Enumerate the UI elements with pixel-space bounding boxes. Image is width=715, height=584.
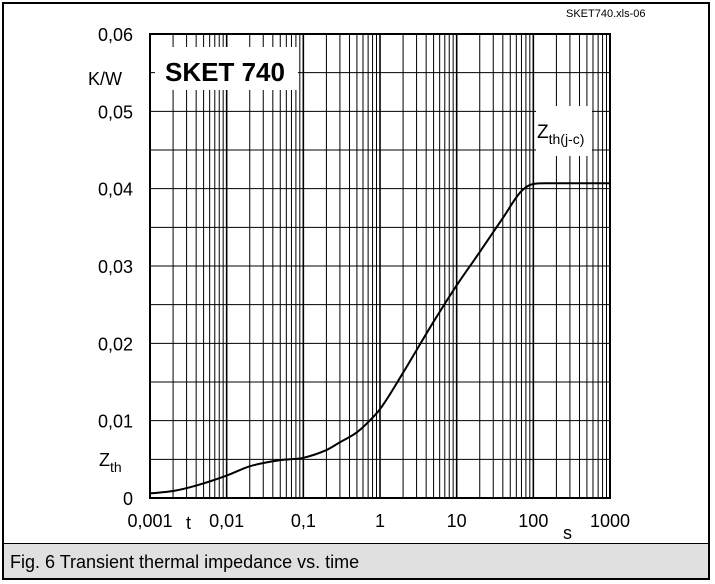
chart-title: SKET 740 [165,57,285,87]
y-tick-label: 0,04 [98,180,133,200]
series-label: Zth(j-c) [537,122,584,147]
plot-border [149,33,611,499]
x-tick-label: 10 [447,511,467,531]
series-label-sub: th(j-c) [549,131,585,147]
x-tick-label: 1000 [590,511,630,531]
y-tick-label: 0,01 [98,412,133,432]
x-tick-label: 0,01 [209,511,244,531]
y-axis-symbol: Zth [99,450,122,475]
figure-caption: Fig. 6 Transient thermal impedance vs. t… [10,552,360,572]
y-axis-symbol-sub: th [110,459,122,475]
grid [149,33,610,499]
x-axis-unit: s [563,523,572,543]
y-tick-label: 0,03 [98,257,133,277]
source-tag: SKET740.xls-06 [566,8,645,20]
y-axis-unit: K/W [88,69,122,89]
x-tick-label: 100 [518,511,548,531]
x-axis-symbol: t [186,513,191,533]
zth-curve [149,182,610,495]
series-label-main: Z [537,122,549,143]
x-tick-label: 0,001 [127,511,172,531]
y-axis-symbol-main: Z [99,450,110,470]
title-box [155,47,298,90]
y-tick-label: 0 [123,489,133,509]
x-tick-label: 1 [375,511,385,531]
y-tick-label: 0,05 [98,102,133,122]
y-tick-label: 0,02 [98,334,133,354]
series-label-box [536,106,592,156]
tick-labels: 0 0,01 0,02 0,03 0,04 0,05 0,06 0,001 0,01 0,1 1 10… [98,25,630,531]
caption-bar: Fig. 6 Transient thermal impedance vs. t… [4,543,708,578]
y-tick-label: 0,06 [98,25,133,45]
x-tick-label: 0,1 [291,511,316,531]
